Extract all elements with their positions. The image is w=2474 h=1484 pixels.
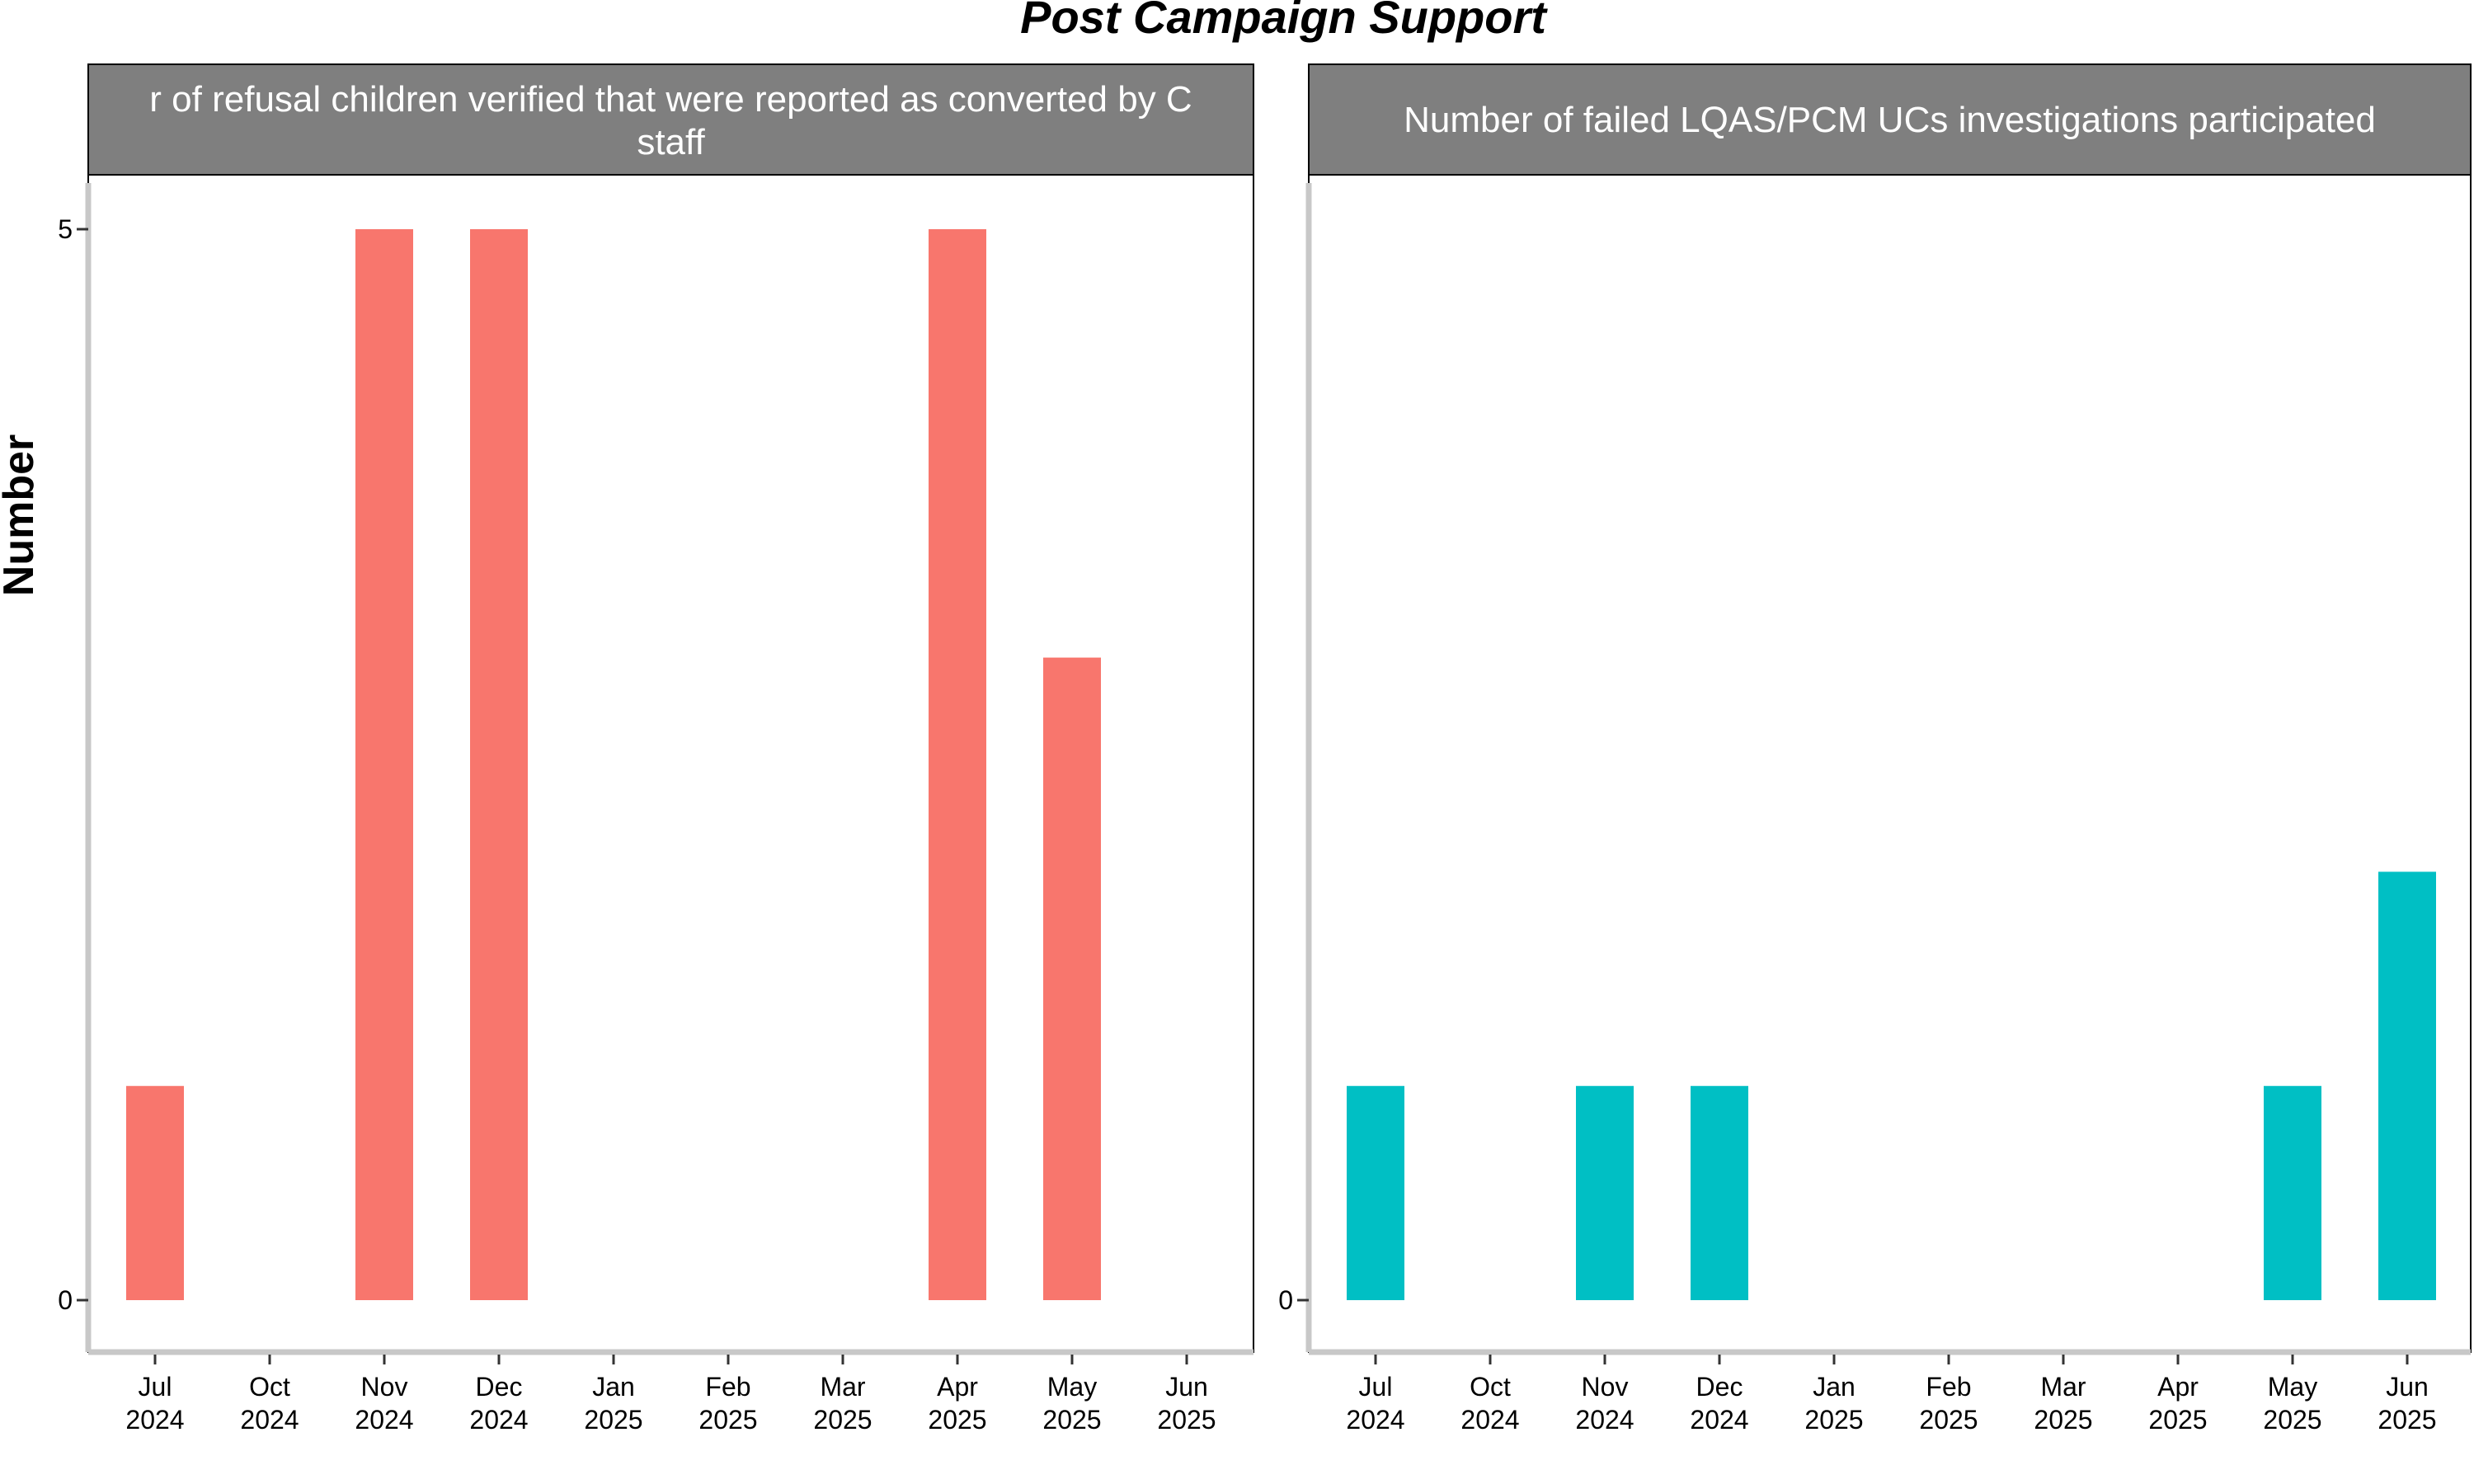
x-tick-label-month: Dec <box>1696 1372 1743 1402</box>
y-tick-label: 5 <box>58 214 73 244</box>
x-tick-label-year: 2025 <box>1919 1405 1978 1435</box>
x-tick-label-month: Jan <box>1813 1372 1856 1402</box>
x-tick-label-year: 2024 <box>1460 1405 1519 1435</box>
x-tick-label-year: 2024 <box>1690 1405 1748 1435</box>
x-tick-label-month: Nov <box>1582 1372 1629 1402</box>
bar-nov-2024 <box>355 229 413 1300</box>
y-tick-label: 0 <box>58 1285 73 1315</box>
x-tick-label-month: Oct <box>1470 1372 1511 1402</box>
x-tick-label-year: 2024 <box>1575 1405 1634 1435</box>
bar-jul-2024 <box>126 1086 184 1300</box>
x-tick-label-month: Apr <box>937 1372 978 1402</box>
x-tick-label-month: Feb <box>1926 1372 1971 1402</box>
x-tick-label-year: 2025 <box>813 1405 872 1435</box>
x-tick-label-month: Jul <box>139 1372 172 1402</box>
x-tick-label-year: 2024 <box>355 1405 413 1435</box>
x-tick-label-year: 2025 <box>698 1405 757 1435</box>
x-tick-label-year: 2025 <box>1042 1405 1101 1435</box>
x-tick-label-month: Nov <box>361 1372 408 1402</box>
x-tick-label-year: 2025 <box>584 1405 642 1435</box>
strip-title-line-1: Number of failed LQAS/PCM UCs investigat… <box>1404 100 2376 140</box>
x-tick-label-year: 2025 <box>1804 1405 1863 1435</box>
facet-panel-2: Number of failed LQAS/PCM UCs investigat… <box>1278 63 2472 1435</box>
x-tick-label-year: 2025 <box>2378 1405 2436 1435</box>
x-tick-label-month: Mar <box>2040 1372 2086 1402</box>
x-tick-label-month: Jun <box>2386 1372 2429 1402</box>
x-tick-label-month: Jan <box>592 1372 635 1402</box>
bar-dec-2024 <box>470 229 528 1300</box>
bar-apr-2025 <box>929 229 986 1300</box>
y-tick-label: 0 <box>1278 1285 1293 1315</box>
x-tick-label-year: 2024 <box>125 1405 184 1435</box>
facet-strip <box>1308 63 2472 176</box>
x-tick-label-year: 2025 <box>2148 1405 2207 1435</box>
strip-title-line-1: r of refusal children verified that were… <box>149 79 1192 120</box>
bar-dec-2024 <box>1691 1086 1748 1300</box>
x-tick-label-year: 2024 <box>240 1405 299 1435</box>
chart-title: Post Campaign Support <box>1020 0 1548 43</box>
bar-may-2025 <box>1043 657 1101 1300</box>
x-tick-label-month: Oct <box>249 1372 290 1402</box>
x-tick-label-month: Feb <box>705 1372 750 1402</box>
x-tick-label-year: 2025 <box>1157 1405 1216 1435</box>
x-tick-label-month: Jun <box>1165 1372 1208 1402</box>
x-tick-label-month: Jul <box>1359 1372 1393 1402</box>
bar-may-2025 <box>2264 1086 2321 1300</box>
facet-strip-label: r of refusal children verified that were… <box>149 79 1192 162</box>
x-tick-label-month: Dec <box>476 1372 523 1402</box>
facet-strip <box>87 63 1254 176</box>
x-tick-label-year: 2024 <box>469 1405 528 1435</box>
y-axis-label: Number <box>0 434 43 596</box>
x-tick-label-year: 2025 <box>2263 1405 2321 1435</box>
strip-title-line-2: staff <box>637 122 705 162</box>
x-tick-label-month: Apr <box>2157 1372 2199 1402</box>
x-tick-label-year: 2025 <box>928 1405 986 1435</box>
bar-nov-2024 <box>1576 1086 1634 1300</box>
x-tick-label-year: 2024 <box>1346 1405 1404 1435</box>
x-tick-label-year: 2025 <box>2034 1405 2092 1435</box>
x-tick-label-month: May <box>2268 1372 2317 1402</box>
x-tick-label-month: May <box>1047 1372 1097 1402</box>
bar-jul-2024 <box>1347 1086 1404 1300</box>
x-tick-label-month: Mar <box>820 1372 865 1402</box>
facet-panels: r of refusal children verified that were… <box>58 63 2472 1435</box>
facet-panel-1: r of refusal children verified that were… <box>58 63 1254 1435</box>
bar-jun-2025 <box>2378 871 2436 1300</box>
facet-strip-label: Number of failed LQAS/PCM UCs investigat… <box>1404 100 2376 140</box>
